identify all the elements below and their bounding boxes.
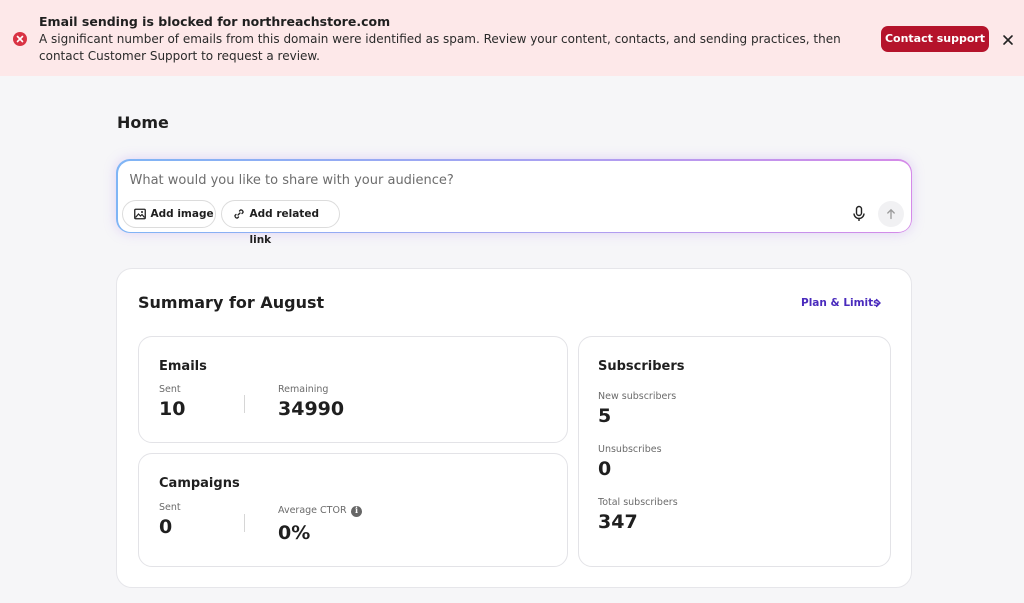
spam-block-banner: Email sending is blocked for northreachs…	[0, 0, 1024, 76]
microphone-icon[interactable]	[851, 205, 867, 223]
subscribers-title: Subscribers	[598, 359, 685, 374]
error-icon	[13, 32, 27, 46]
plan-limits-link[interactable]: Plan & Limits	[801, 297, 881, 309]
close-icon[interactable]	[1001, 32, 1015, 46]
add-related-link-button[interactable]: Add related link	[220, 199, 340, 246]
emails-remaining-label: Remaining	[278, 384, 329, 395]
average-ctor-label: Average CTOR	[278, 505, 347, 516]
summary-card: Summary for August Plan & Limits Emails …	[116, 268, 912, 588]
unsubscribes-value: 0	[598, 458, 612, 480]
campaigns-sent-label: Sent	[159, 502, 181, 513]
divider	[244, 395, 245, 413]
image-icon	[133, 208, 146, 219]
campaigns-box: Campaigns Sent 0 Average CTOR i 0%	[138, 453, 568, 567]
add-related-link-label: Add related link	[249, 207, 319, 246]
contact-support-button[interactable]: Contact support	[881, 26, 989, 52]
total-subscribers-label: Total subscribers	[598, 497, 678, 508]
arrow-up-icon	[886, 208, 895, 219]
composer-placeholder[interactable]: What would you like to share with your a…	[129, 172, 454, 188]
banner-title: Email sending is blocked for northreachs…	[39, 14, 391, 29]
chevron-right-icon	[875, 298, 881, 308]
emails-remaining-value: 34990	[278, 398, 345, 420]
emails-box: Emails Sent 10 Remaining 34990	[138, 336, 568, 443]
page-title: Home	[117, 113, 169, 132]
emails-title: Emails	[159, 359, 207, 374]
campaigns-title: Campaigns	[159, 476, 240, 491]
composer: What would you like to share with your a…	[116, 159, 912, 246]
divider	[244, 514, 245, 532]
add-image-label: Add image	[150, 207, 214, 220]
emails-sent-label: Sent	[159, 384, 181, 395]
add-image-button[interactable]: Add image	[121, 199, 216, 228]
unsubscribes-label: Unsubscribes	[598, 444, 662, 455]
summary-title: Summary for August	[138, 293, 325, 312]
average-ctor-value: 0%	[278, 522, 311, 544]
subscribers-box: Subscribers New subscribers 5 Unsubscrib…	[578, 336, 891, 567]
campaigns-sent-value: 0	[159, 516, 173, 538]
composer-input[interactable]: What would you like to share with your a…	[117, 160, 911, 246]
new-subscribers-value: 5	[598, 405, 612, 427]
info-icon[interactable]: i	[351, 505, 362, 517]
banner-message: A significant number of emails from this…	[39, 32, 841, 63]
send-button[interactable]	[877, 200, 904, 227]
total-subscribers-value: 347	[598, 511, 638, 533]
link-icon	[233, 208, 244, 219]
new-subscribers-label: New subscribers	[598, 391, 677, 402]
plan-limits-label: Plan & Limits	[801, 297, 880, 309]
emails-sent-value: 10	[159, 398, 186, 420]
